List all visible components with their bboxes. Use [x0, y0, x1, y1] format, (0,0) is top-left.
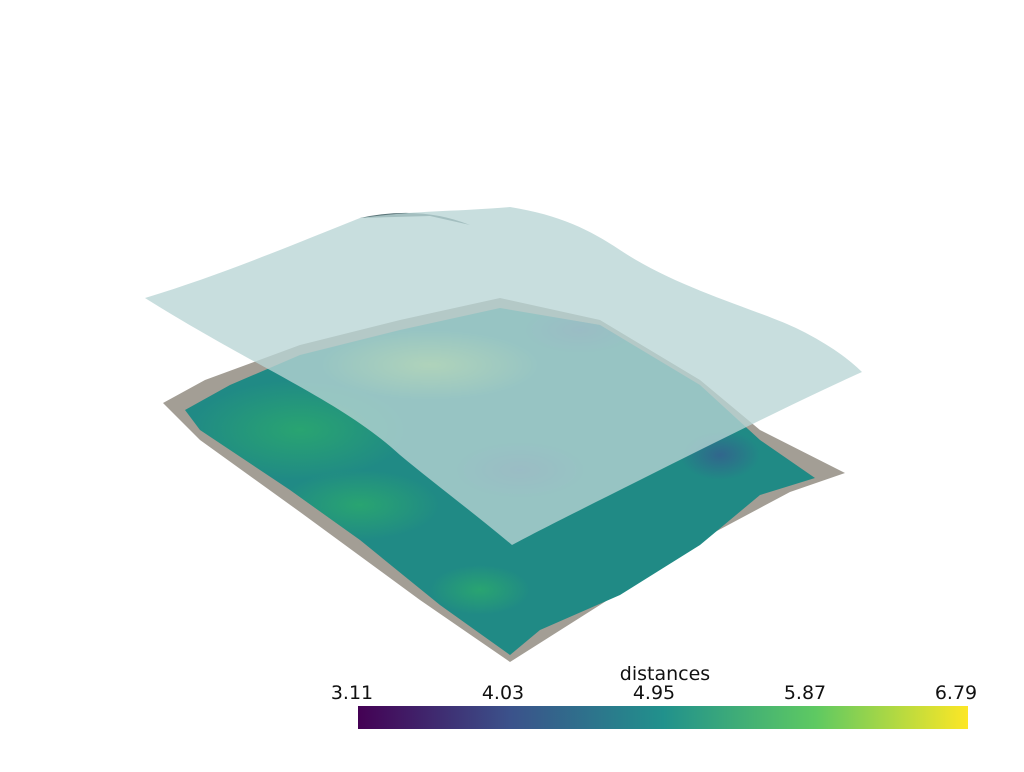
color-bar-title: distances	[620, 663, 710, 685]
color-bar-tick-label: 5.87	[784, 682, 826, 704]
color-bar-tick-label: 4.95	[633, 682, 675, 704]
color-bar-tick-label: 6.79	[935, 682, 977, 704]
color-bar	[358, 706, 968, 729]
color-bar-tick-label: 4.03	[482, 682, 524, 704]
color-bar-tick-label: 3.11	[331, 682, 373, 704]
upper-surface	[145, 207, 862, 545]
